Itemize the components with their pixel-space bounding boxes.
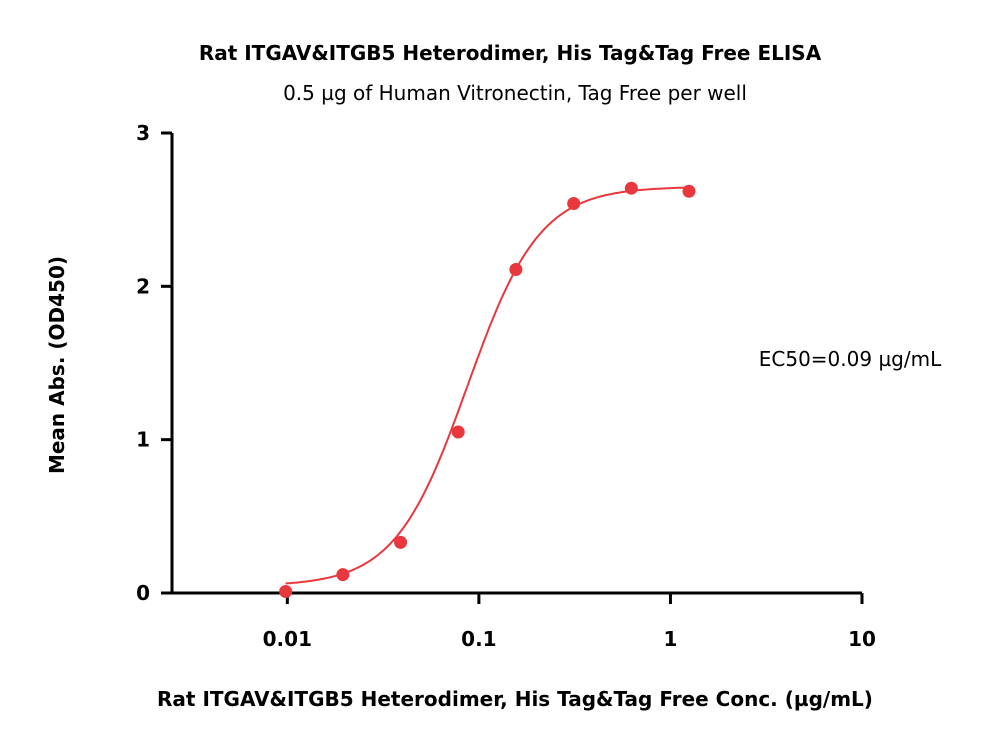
fit-curve [285, 186, 690, 585]
data-point [567, 197, 581, 211]
x-axis-label: Rat ITGAV&ITGB5 Heterodimer, His Tag&Tag… [157, 687, 873, 711]
data-point [279, 584, 293, 598]
data-point [624, 181, 638, 195]
x-tick-label: 1 [663, 627, 677, 651]
chart-title: Rat ITGAV&ITGB5 Heterodimer, His Tag&Tag… [199, 41, 822, 65]
data-point [509, 262, 523, 276]
x-tick-label: 0.1 [461, 627, 496, 651]
data-point [336, 568, 350, 582]
data-point [682, 184, 696, 198]
data-point [451, 425, 465, 439]
y-tick-label: 1 [136, 428, 150, 452]
ec50-annotation: EC50=0.09 µg/mL [759, 347, 942, 371]
y-tick-label: 2 [136, 274, 150, 298]
x-tick-label: 10 [848, 627, 876, 651]
y-tick-label: 3 [136, 121, 150, 145]
data-point [394, 535, 408, 549]
y-axis-label: Mean Abs. (OD450) [45, 256, 69, 474]
chart-subtitle: 0.5 µg of Human Vitronectin, Tag Free pe… [283, 81, 747, 105]
y-tick-label: 0 [136, 581, 150, 605]
x-tick-label: 0.01 [263, 627, 312, 651]
